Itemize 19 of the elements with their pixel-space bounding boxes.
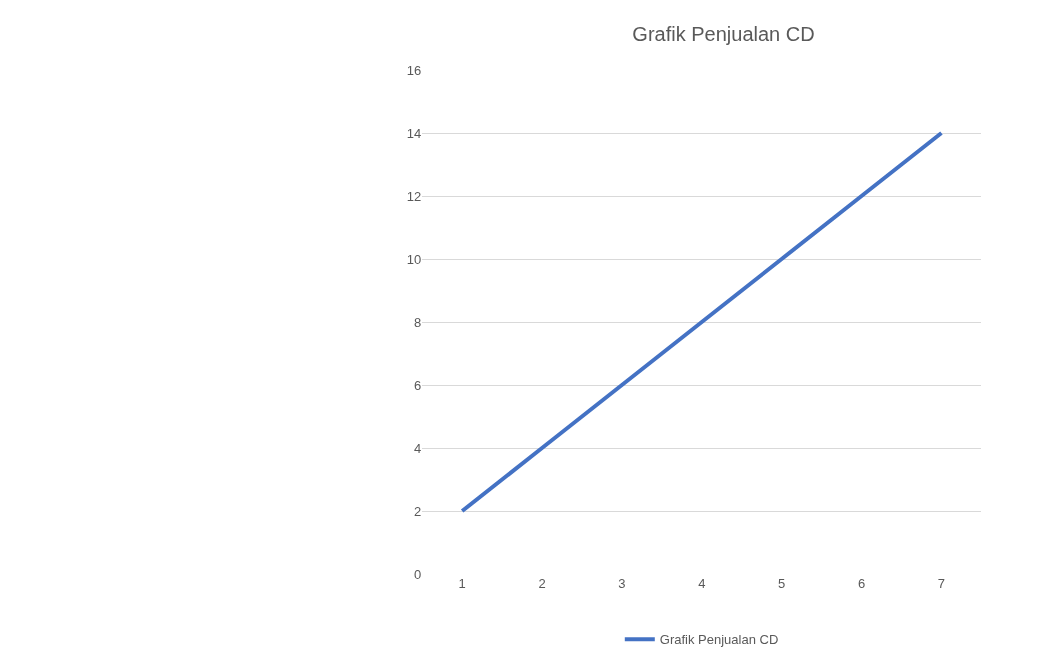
line-series bbox=[460, 131, 944, 513]
y-tick-label: 4 bbox=[413, 440, 422, 456]
x-tick-label: 5 bbox=[778, 576, 786, 591]
y-tick-label: 0 bbox=[413, 566, 422, 582]
legend-label: Grafik Penjualan CD bbox=[659, 632, 779, 648]
x-tick-label: 4 bbox=[698, 576, 706, 591]
x-tick-label: 6 bbox=[857, 576, 866, 591]
x-tick-label: 3 bbox=[618, 576, 626, 591]
y-tick-label: 16 bbox=[406, 62, 422, 78]
y-tick-label: 12 bbox=[406, 188, 422, 204]
x-tick-label: 7 bbox=[937, 576, 946, 591]
chart-title: Grafik Penjualan CD bbox=[632, 22, 815, 45]
y-tick-label: 8 bbox=[413, 314, 422, 330]
y-tick-label: 10 bbox=[406, 251, 422, 267]
y-tick-label: 14 bbox=[406, 125, 422, 141]
x-tick-label: 2 bbox=[538, 576, 546, 591]
y-tick-label: 6 bbox=[413, 377, 422, 393]
y-tick-label: 2 bbox=[413, 503, 422, 519]
x-tick-label: 1 bbox=[458, 576, 466, 591]
